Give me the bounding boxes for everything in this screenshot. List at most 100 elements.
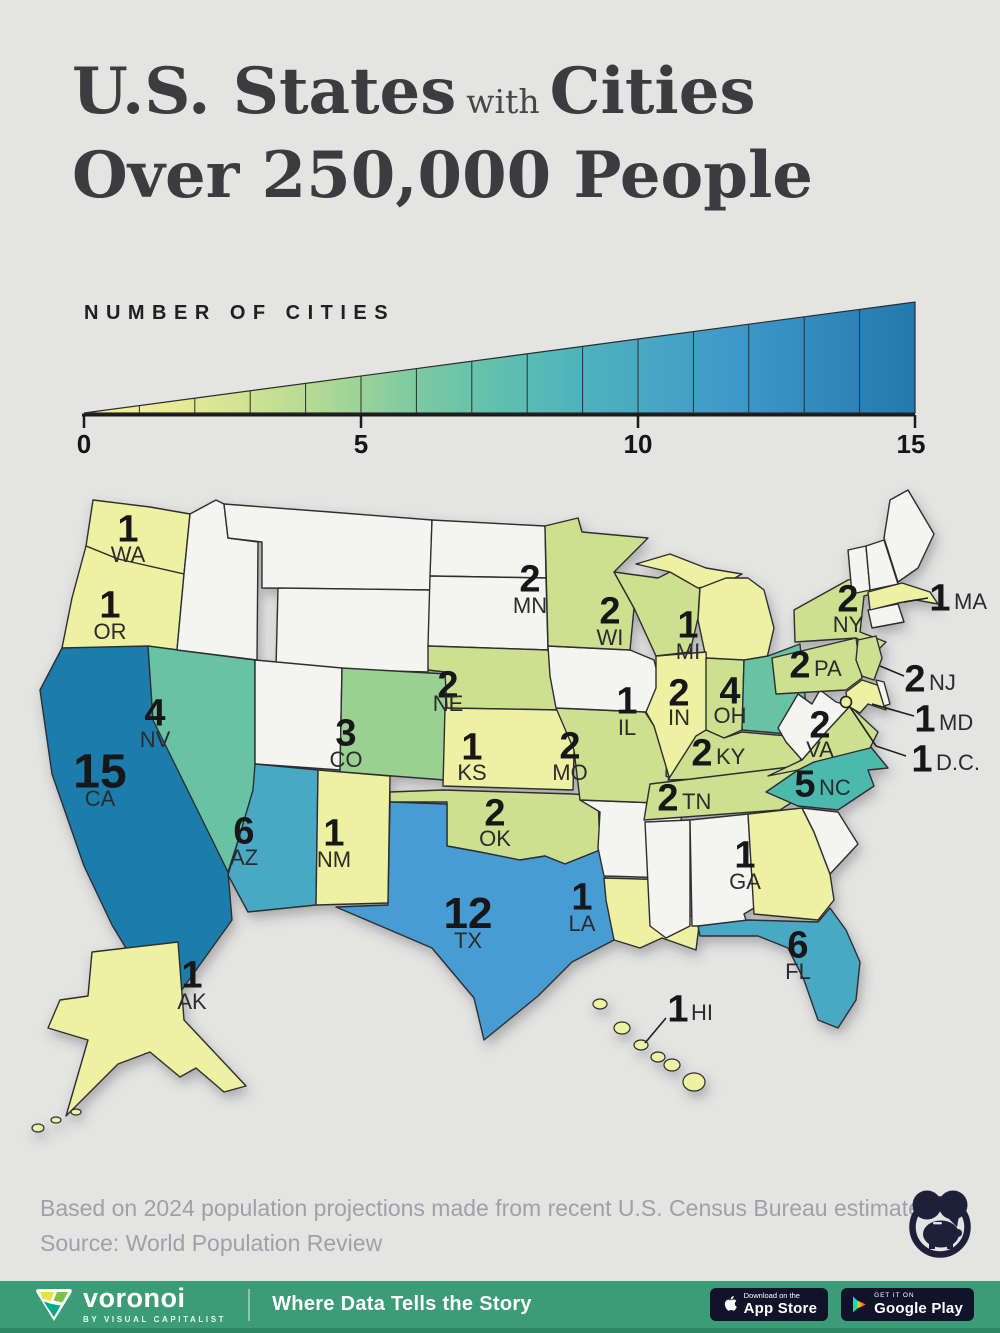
state-in [705, 657, 745, 739]
value-label-mn: 2 [519, 559, 540, 601]
publisher-logo-icon [909, 1190, 971, 1258]
title-part1: U.S. States [72, 54, 457, 129]
abbr-label-pa: PA [814, 656, 842, 681]
legend-tick-label: 15 [897, 429, 926, 459]
brand-name: voronoi [83, 1283, 186, 1313]
page-title: U.S. States with Cities Over 250,000 Peopl… [72, 50, 813, 219]
abbr-label-va: VA [806, 737, 834, 762]
abbr-label-ma: MA [954, 589, 987, 614]
value-label-ma: 1 [929, 578, 950, 620]
leader-line-ma [903, 597, 929, 603]
value-label-in: 2 [668, 673, 689, 715]
source-line2: Source: World Population Review [40, 1229, 383, 1256]
google-play-badge-label: Google Play [874, 1299, 963, 1317]
abbr-label-mi: MI [676, 639, 700, 664]
abbr-label-ok: OK [479, 826, 511, 851]
abbr-label-la: LA [569, 911, 596, 936]
abbr-label-wa: WA [111, 542, 146, 567]
state-nj [855, 635, 883, 681]
state-fl [697, 907, 861, 1029]
title-connector: with [466, 82, 540, 121]
title-line2: Over 250,000 People [72, 138, 813, 214]
value-label-pa: 2 [789, 645, 810, 687]
value-label-ak: 1 [181, 955, 202, 997]
leader-line-hi [644, 1017, 667, 1044]
value-label-hi: 1 [667, 989, 688, 1031]
state-ms [644, 819, 691, 939]
source-line1: Based on 2024 population projections mad… [40, 1195, 939, 1221]
abbr-label-il: IL [618, 715, 636, 740]
abbr-label-in: IN [668, 705, 690, 730]
abbr-label-fl: FL [785, 959, 811, 984]
legend-tick-label: 5 [354, 429, 368, 459]
source-note: Based on 2024 population projections mad… [40, 1191, 939, 1261]
abbr-label-ca: CA [85, 786, 116, 811]
value-label-tx: 12 [444, 889, 493, 938]
value-label-wi: 2 [599, 591, 620, 633]
abbr-label-mn: MN [513, 593, 547, 618]
brand-subtitle: BY VISUAL CAPITALIST [83, 1315, 227, 1324]
abbr-label-mo: MO [552, 760, 587, 785]
app-store-badge[interactable]: Download on the App Store [709, 1288, 829, 1321]
value-label-wa: 1 [117, 509, 138, 551]
state-ma [867, 582, 939, 611]
value-label-ca: 15 [73, 745, 126, 798]
leader-line-md [871, 703, 915, 717]
google-play-icon [853, 1296, 867, 1313]
state-ak [47, 941, 247, 1117]
state-mi [697, 577, 775, 663]
bar-divider [248, 1288, 251, 1321]
abbr-label-hi: HI [691, 1000, 713, 1025]
leader-line-dc [849, 706, 907, 757]
state-hi-island [613, 1021, 631, 1035]
voronoi-mark-icon [36, 1289, 72, 1321]
google-play-badge[interactable]: GET IT ON Google Play [841, 1288, 974, 1321]
abbr-label-co: CO [330, 747, 363, 772]
footer-bar: voronoi BY VISUAL CAPITALIST Where Data … [0, 1281, 1000, 1333]
value-label-ne: 2 [437, 665, 458, 707]
value-label-fl: 6 [787, 925, 808, 967]
app-store-badge-top: Download on the [743, 1291, 800, 1301]
abbr-label-wi: WI [597, 625, 624, 650]
apple-icon [724, 1296, 737, 1311]
value-label-il: 1 [616, 681, 637, 723]
state-hi-island [663, 1058, 681, 1072]
value-label-tn: 2 [657, 778, 678, 820]
value-label-mo: 2 [559, 726, 580, 768]
abbr-label-ny: NY [833, 612, 864, 637]
state-hi-island [682, 1072, 706, 1092]
title-part2: Cities [549, 54, 756, 129]
legend-wedge [83, 301, 916, 414]
abbr-label-nv: NV [140, 727, 171, 752]
state-de [875, 679, 891, 707]
legend-tick-label: 10 [624, 429, 653, 459]
value-label-ga: 1 [734, 835, 755, 877]
value-label-nv: 4 [144, 693, 165, 735]
app-store-badge-label: App Store [743, 1300, 818, 1318]
abbr-label-md: MD [939, 710, 973, 735]
state-me [883, 489, 935, 583]
state-hi-island [592, 998, 608, 1010]
value-label-ny: 2 [837, 579, 858, 621]
state-ia [547, 645, 661, 713]
value-label-va: 2 [809, 705, 830, 747]
value-label-az: 6 [233, 811, 254, 853]
value-label-nm: 1 [323, 813, 344, 855]
state-ak-island [70, 1108, 82, 1116]
dc-marker [839, 695, 853, 709]
abbr-label-ky: KY [716, 744, 746, 769]
value-label-dc: 1 [911, 739, 932, 781]
value-label-ok: 2 [484, 793, 505, 835]
state-ak-island [31, 1123, 45, 1133]
state-sc [801, 807, 859, 875]
abbr-label-az: AZ [230, 845, 258, 870]
state-hi-island [650, 1051, 666, 1063]
abbr-label-tn: TN [682, 789, 711, 814]
value-label-or: 1 [99, 585, 120, 627]
voronoi-brand: voronoi BY VISUAL CAPITALIST [34, 1285, 226, 1324]
legend-tick-label: 0 [77, 429, 91, 459]
value-label-nc: 5 [794, 764, 815, 806]
legend-color-scale: 0 5 10 15 [77, 301, 926, 459]
